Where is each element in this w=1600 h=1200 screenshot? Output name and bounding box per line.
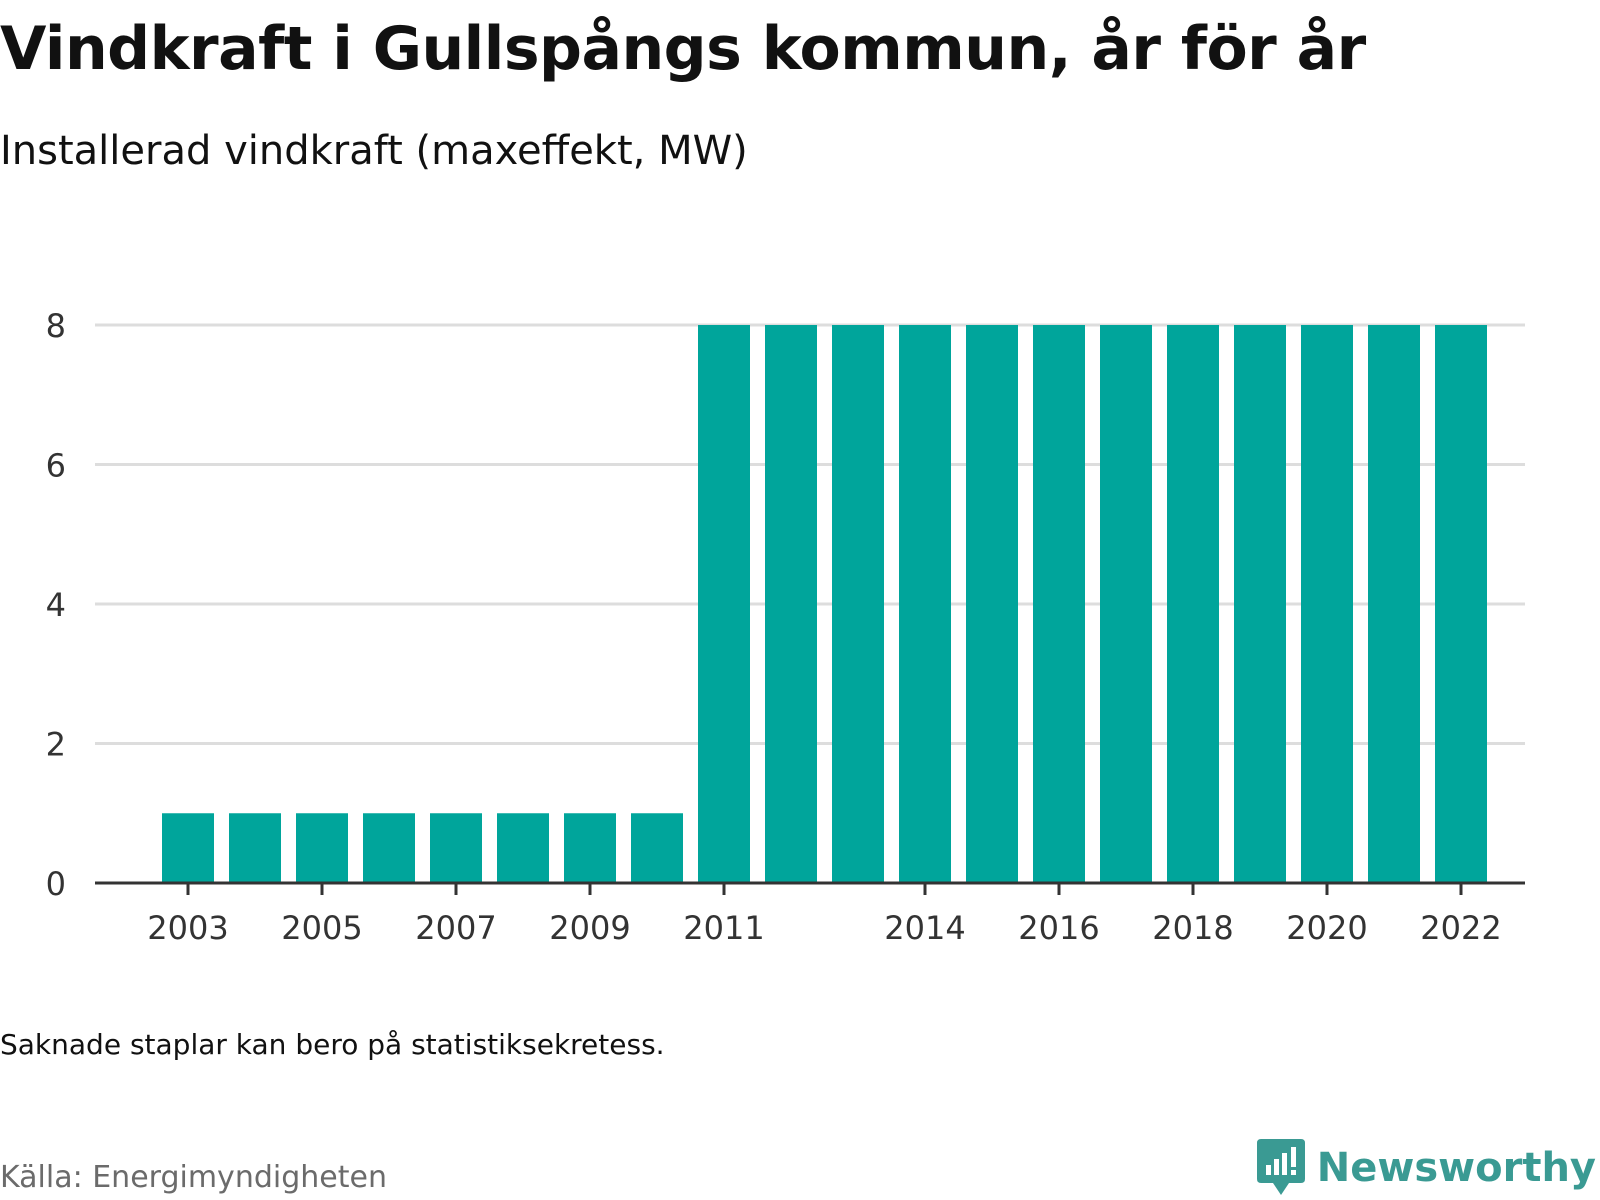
axes: 0 2 4 6 8 2003 2005 2007 2009 2011 2014 2016 2018 202…: [46, 307, 1525, 947]
chart-subtitle: Installerad vindkraft (maxeffekt, MW): [0, 128, 748, 174]
chart-title: Vindkraft i Gullspångs kommun, år för år: [0, 14, 1366, 84]
bar-2018: [1167, 325, 1219, 883]
bar-2015: [966, 325, 1018, 883]
footnote: Saknade staplar kan bero på statistiksek…: [0, 1028, 665, 1061]
bar-2019: [1234, 325, 1286, 883]
bar-2022: [1435, 325, 1487, 883]
y-tick-label-6: 6: [46, 447, 66, 485]
bar-2013: [832, 325, 884, 883]
bar-2008: [497, 813, 549, 883]
x-tick-label-2014: 2014: [884, 909, 965, 947]
x-tick-label-2020: 2020: [1286, 909, 1367, 947]
bar-2012: [765, 325, 817, 883]
x-tick-label-2022: 2022: [1420, 909, 1501, 947]
bar-2007: [430, 813, 482, 883]
bar-2004: [229, 813, 281, 883]
bar-chart: 0 2 4 6 8 2003 2005 2007 2009 2011 2014 2016 2018 202…: [46, 307, 1525, 947]
bar-2006: [363, 813, 415, 883]
x-tick-label-2011: 2011: [683, 909, 764, 947]
x-tick-label-2009: 2009: [549, 909, 630, 947]
bar-2014: [899, 325, 951, 883]
y-tick-label-4: 4: [46, 586, 66, 624]
x-tick-label-2018: 2018: [1152, 909, 1233, 947]
brand-logo: Newsworthy: [1255, 1139, 1596, 1196]
bars: [162, 325, 1487, 883]
bar-2020: [1301, 325, 1353, 883]
bar-2016: [1033, 325, 1085, 883]
bar-2010: [631, 813, 683, 883]
source-label: Källa: Energimyndigheten: [0, 1160, 387, 1195]
bar-2009: [564, 813, 616, 883]
bar-2003: [162, 813, 214, 883]
y-tick-label-8: 8: [46, 307, 66, 345]
y-tick-label-2: 2: [46, 726, 66, 764]
y-tick-label-0: 0: [46, 865, 66, 903]
x-tick-label-2016: 2016: [1018, 909, 1099, 947]
bar-2005: [296, 813, 348, 883]
newsworthy-logo-icon: [1256, 1139, 1305, 1195]
x-tick-label-2007: 2007: [415, 909, 496, 947]
bar-2017: [1100, 325, 1152, 883]
x-tick-label-2005: 2005: [281, 909, 362, 947]
bar-2021: [1368, 325, 1420, 883]
brand-name: Newsworthy: [1316, 1145, 1596, 1191]
bar-2011: [698, 325, 750, 883]
x-tick-label-2003: 2003: [147, 909, 228, 947]
